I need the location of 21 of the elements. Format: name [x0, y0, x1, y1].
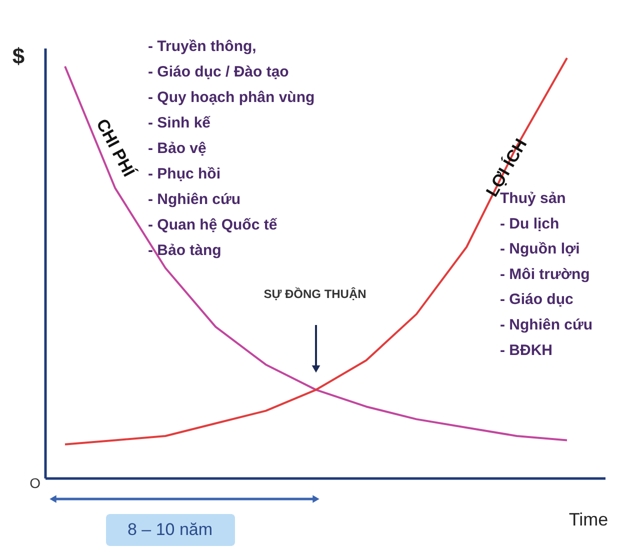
text: - Truyền thông, [148, 38, 256, 55]
annotation: - Bảo vệ [148, 140, 206, 157]
annotation: - Giáo dục [500, 291, 574, 308]
x-axis-title: Time [568, 510, 608, 530]
annotation: - Quy hoạch phân vùng [148, 89, 315, 106]
annotation: SỰ ĐỒNG THUẬN [264, 287, 366, 301]
annotation: - Bảo tàng [148, 242, 222, 259]
annotation: - Môi trường [500, 266, 590, 283]
text: CHI PHÍ [92, 115, 140, 181]
annotation: - Nghiên cứu [148, 191, 241, 208]
annotation: - Giáo dục / Đào tạo [148, 64, 289, 80]
annotation: - Nghiên cứu [500, 316, 593, 334]
annotation: - Nguồn lợi [500, 240, 580, 258]
annotation: - Sinh kế [148, 114, 212, 132]
annotation: - Du lịch [500, 215, 560, 232]
annotation: - Quan hệ Quốc tế [148, 216, 278, 234]
y-axis-title: $ [12, 44, 25, 68]
text: O [30, 475, 41, 491]
text: 8 – 10 năm [127, 520, 213, 539]
annotation: - Phục hồi [148, 166, 220, 182]
annotation: - BĐKH [500, 342, 552, 359]
